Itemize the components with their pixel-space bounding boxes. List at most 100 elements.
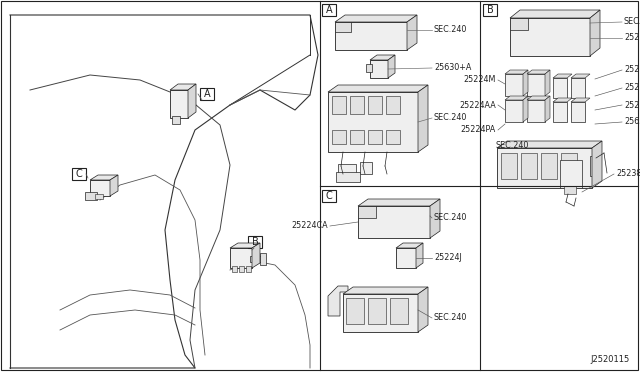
Text: C: C (76, 169, 83, 179)
Polygon shape (430, 199, 440, 238)
Polygon shape (545, 96, 550, 122)
Bar (358, 206, 376, 218)
Bar (360, 162, 372, 174)
Bar (95, 194, 103, 199)
Bar (396, 248, 416, 268)
Bar (248, 236, 262, 248)
Text: 25224CA: 25224CA (291, 221, 328, 231)
Bar (90, 180, 110, 196)
Polygon shape (571, 98, 590, 102)
Text: 25224M: 25224M (463, 76, 496, 84)
Text: C: C (326, 191, 332, 201)
Polygon shape (523, 96, 528, 122)
Bar (338, 164, 356, 174)
Bar (239, 266, 244, 272)
Polygon shape (418, 85, 428, 152)
Bar (368, 298, 386, 324)
Bar (332, 130, 346, 144)
Bar (328, 92, 418, 152)
Text: 25224J: 25224J (434, 253, 461, 263)
Bar (505, 100, 523, 122)
Polygon shape (553, 74, 572, 78)
Bar (172, 116, 180, 124)
Bar (335, 22, 407, 50)
Polygon shape (571, 74, 590, 78)
Text: 25224PA: 25224PA (461, 125, 496, 135)
Bar (505, 74, 523, 96)
Bar (553, 102, 567, 122)
Bar (230, 248, 252, 268)
Text: 25224C: 25224C (624, 100, 640, 109)
Text: A: A (204, 89, 211, 99)
Polygon shape (335, 15, 417, 22)
Text: 25224Z: 25224Z (624, 33, 640, 42)
Polygon shape (527, 70, 550, 74)
Bar (521, 153, 537, 179)
Polygon shape (110, 175, 118, 196)
Bar (368, 96, 382, 114)
Text: SEC.240: SEC.240 (434, 26, 467, 35)
Text: B: B (252, 237, 259, 247)
Bar (336, 172, 360, 182)
Polygon shape (188, 84, 196, 118)
Bar (350, 96, 364, 114)
Polygon shape (396, 243, 423, 248)
Polygon shape (497, 141, 602, 148)
Bar (350, 130, 364, 144)
Bar (322, 190, 336, 202)
Bar (332, 96, 346, 114)
Bar (335, 22, 351, 32)
Text: SEC.240: SEC.240 (624, 17, 640, 26)
Bar (510, 18, 590, 56)
Bar (510, 18, 528, 30)
Bar (358, 206, 430, 238)
Bar (501, 153, 517, 179)
Bar (590, 156, 596, 176)
Bar (366, 64, 372, 72)
Bar (232, 266, 237, 272)
Polygon shape (90, 175, 118, 180)
Polygon shape (252, 243, 260, 268)
Polygon shape (358, 199, 440, 206)
Bar (260, 253, 266, 265)
Polygon shape (510, 10, 600, 18)
Polygon shape (388, 55, 395, 78)
Text: A: A (326, 5, 332, 15)
Polygon shape (505, 70, 528, 74)
Polygon shape (328, 286, 348, 316)
Polygon shape (527, 96, 550, 100)
Polygon shape (418, 287, 428, 332)
Bar (386, 96, 400, 114)
Bar (322, 4, 336, 16)
Bar (560, 160, 582, 188)
Bar (564, 186, 576, 194)
Text: 25224AA: 25224AA (460, 100, 496, 109)
Bar (571, 78, 585, 98)
Polygon shape (523, 70, 528, 96)
Text: SEC.240: SEC.240 (434, 314, 467, 323)
Bar (170, 90, 188, 118)
Polygon shape (370, 55, 395, 60)
Bar (390, 298, 408, 324)
Bar (346, 298, 364, 324)
Polygon shape (553, 98, 572, 102)
Polygon shape (590, 10, 600, 56)
Bar (370, 60, 388, 78)
Polygon shape (545, 70, 550, 96)
Bar (561, 153, 577, 179)
Bar (72, 168, 86, 180)
Polygon shape (343, 287, 428, 294)
Polygon shape (170, 84, 196, 90)
Polygon shape (328, 85, 428, 92)
Text: SEC.240: SEC.240 (495, 141, 529, 150)
Text: SEC.240: SEC.240 (434, 113, 467, 122)
Polygon shape (505, 96, 528, 100)
Bar (85, 192, 97, 200)
Bar (553, 78, 567, 98)
Text: SEC.240: SEC.240 (434, 214, 467, 222)
Polygon shape (592, 141, 602, 188)
Bar (246, 266, 251, 272)
Bar (386, 130, 400, 144)
Text: B: B (486, 5, 493, 15)
Bar (343, 294, 418, 332)
